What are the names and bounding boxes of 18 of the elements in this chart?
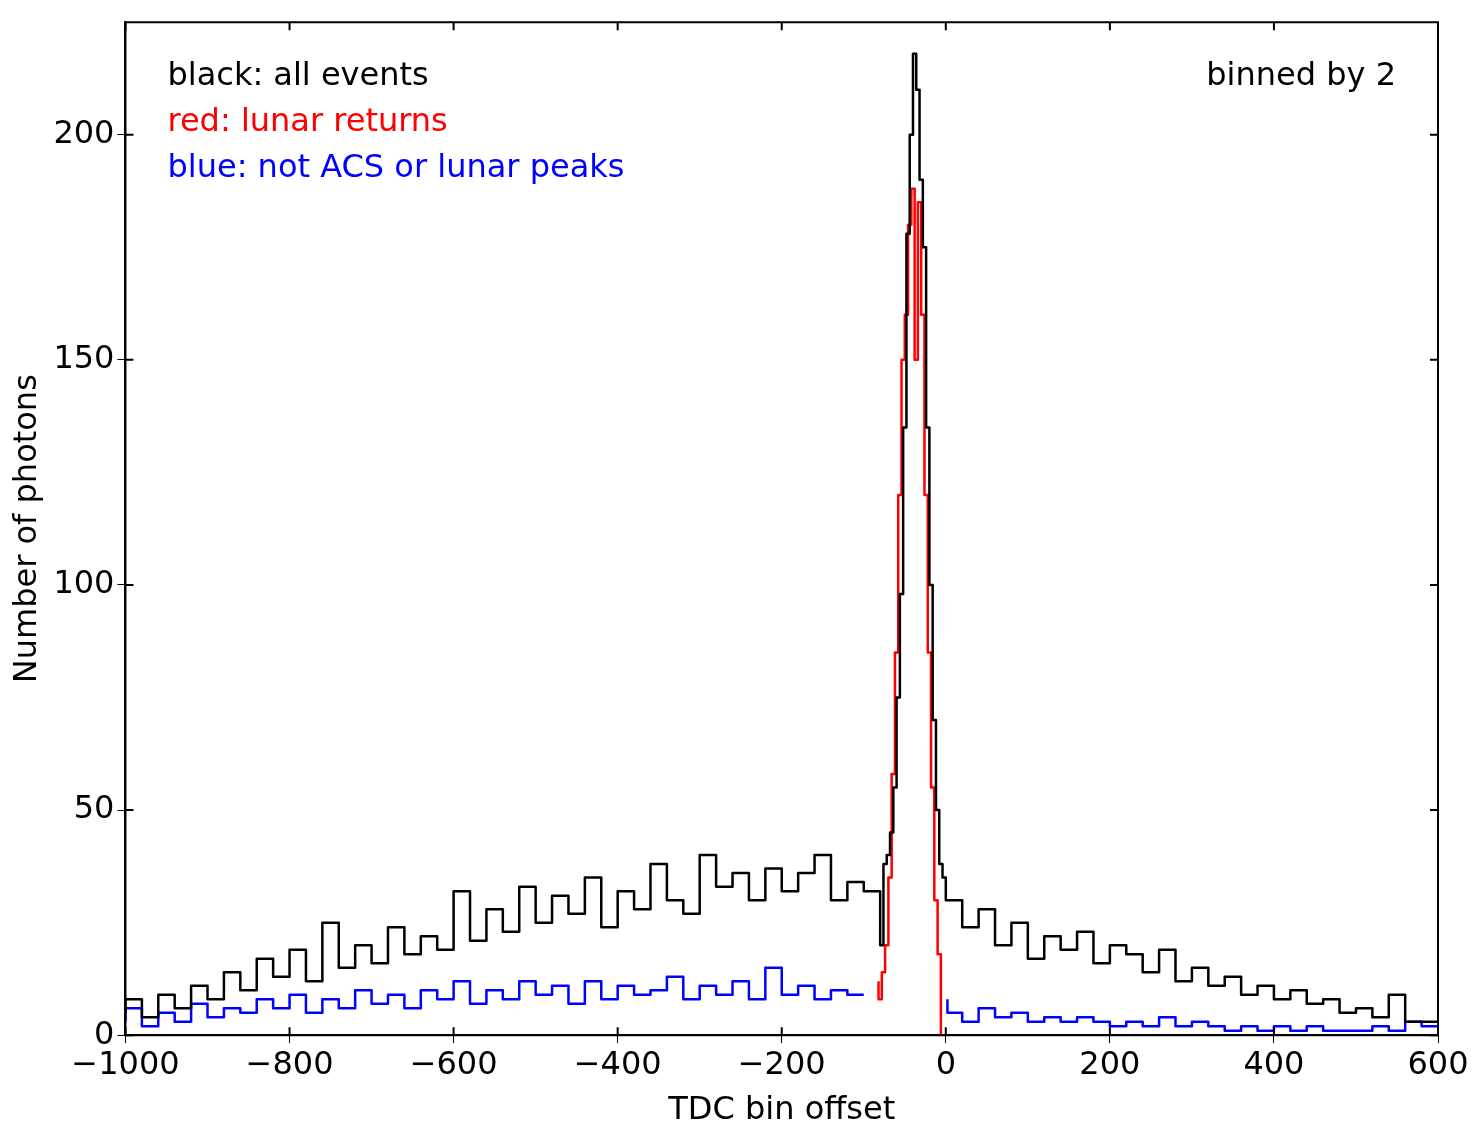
legend-label: black: all events — [167, 54, 429, 93]
x-tick-label: −600 — [409, 1043, 498, 1082]
text: red: lunar returns — [167, 100, 448, 139]
x-tick-label: 400 — [1243, 1043, 1305, 1082]
x-tick-label: −800 — [245, 1043, 334, 1082]
y-axis-title: Number of photons — [5, 374, 44, 684]
annotation: binned by 2 — [1206, 54, 1396, 93]
x-tick-label: −200 — [737, 1043, 826, 1082]
y-tick-label: 100 — [53, 563, 115, 602]
y-tick-label: 200 — [53, 113, 115, 152]
y-tick-label: 50 — [73, 788, 115, 827]
x-axis-title: TDC bin offset — [667, 1089, 896, 1128]
y-tick-label: 150 — [53, 338, 115, 377]
x-tick-label: 0 — [935, 1043, 956, 1082]
text: blue: not ACS or lunar peaks — [167, 146, 625, 185]
x-tick-label: −400 — [573, 1043, 662, 1082]
x-tick-label: 600 — [1407, 1043, 1469, 1082]
x-tick-label: 200 — [1079, 1043, 1141, 1082]
